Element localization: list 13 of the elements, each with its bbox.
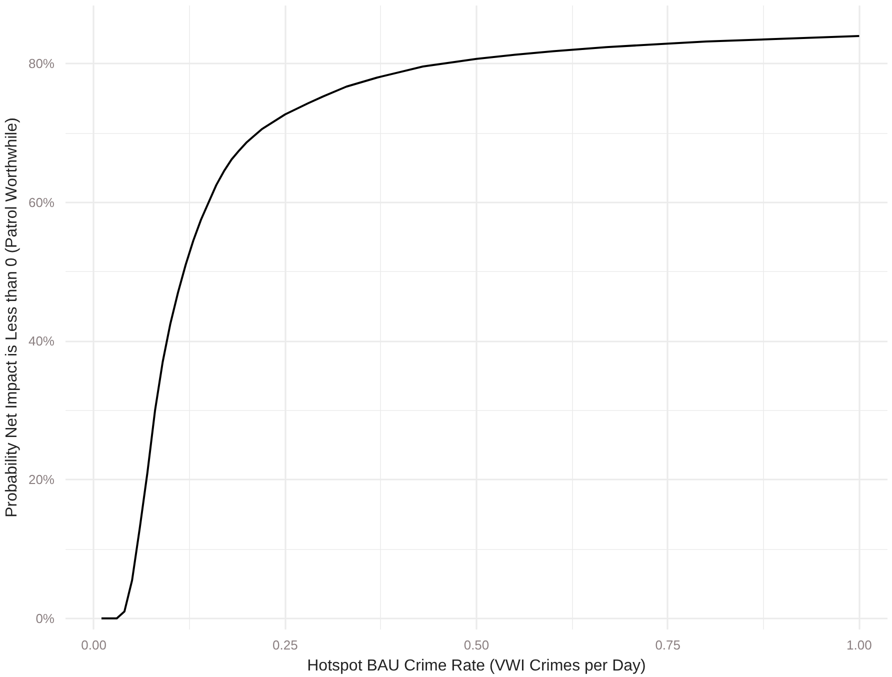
x-tick-label: 0.25	[272, 638, 298, 652]
y-tick-label: 60%	[28, 194, 55, 210]
line-series	[100, 35, 860, 620]
y-tick-label: 80%	[28, 56, 55, 72]
x-axis-title: Hotspot BAU Crime Rate (VWI Crimes per Day)	[307, 658, 646, 674]
y-tick-label: 0%	[36, 610, 55, 626]
y-tick-label: 20%	[28, 472, 55, 488]
x-tick-label: 0.00	[81, 638, 106, 652]
x-tick-label: 0.50	[464, 638, 490, 652]
y-axis-title: Probability Net Impact is Less than 0 (Patrol Worthwhile)	[3, 118, 20, 518]
x-tick-label: 0.75	[655, 638, 680, 652]
y-tick-label: 40%	[28, 334, 55, 349]
x-tick-label: 1.00	[846, 638, 872, 652]
